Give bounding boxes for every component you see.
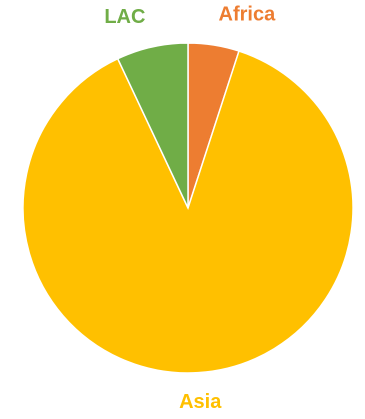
pie-slice [116,42,189,209]
slice-label: Asia [179,391,222,413]
slice-label: Africa [219,4,277,26]
slice-label: LAC [104,6,145,28]
pie-slice [22,50,354,374]
